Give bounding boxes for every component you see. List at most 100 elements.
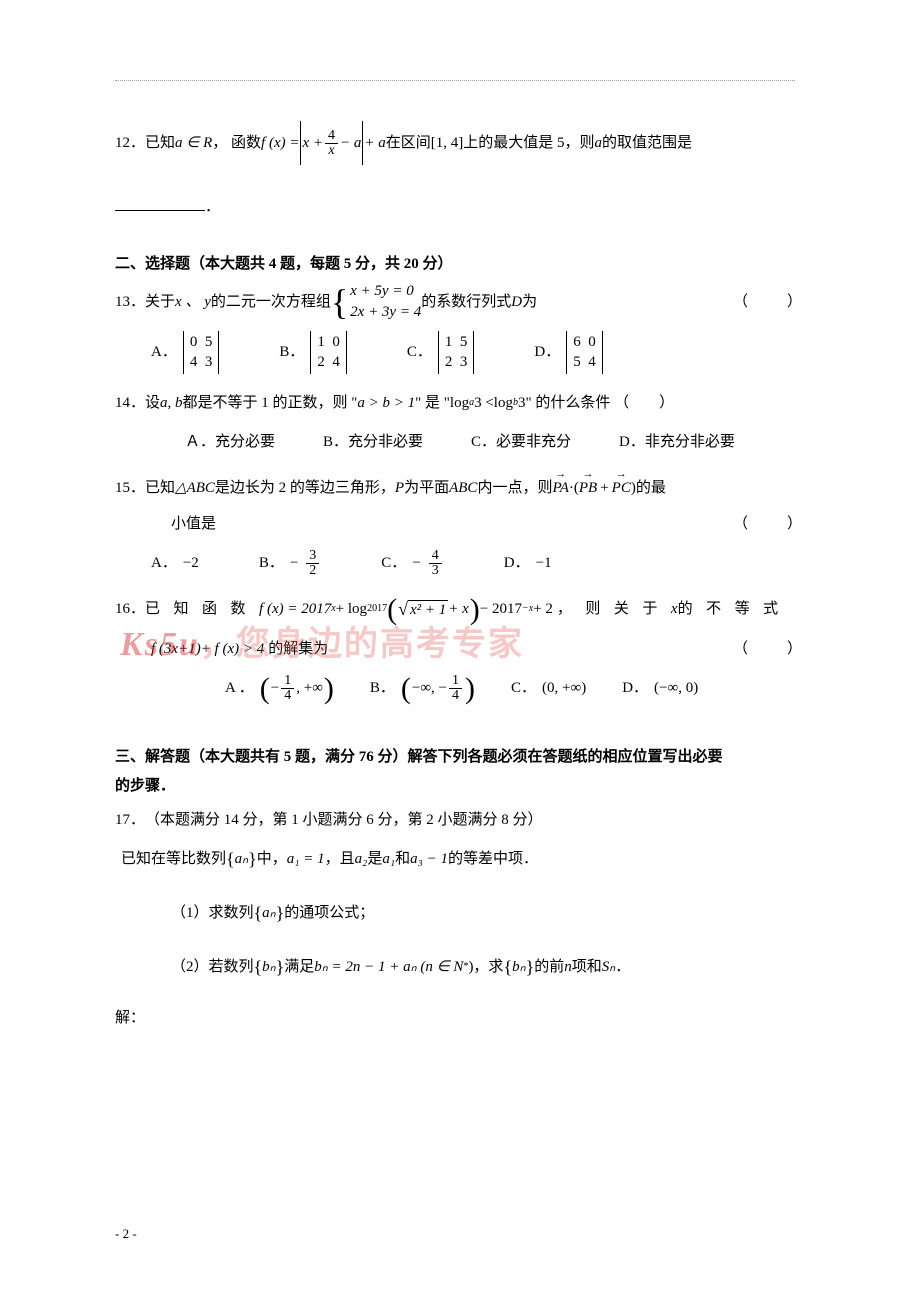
option-B: B． 1 02 4: [279, 331, 347, 374]
sqrt-body: x² + 1: [408, 600, 448, 619]
triangle: △ABC: [175, 473, 215, 503]
q16-text: 的解集为: [268, 634, 328, 664]
q14-text: " 的什么条件 （ ）: [525, 388, 674, 418]
q17-text: 已知在等比数列: [121, 844, 226, 874]
exp: −x: [522, 599, 533, 619]
q12-inner: x +: [302, 127, 323, 160]
q16-text: 的不等式: [678, 594, 792, 624]
log-sub: 2017: [367, 599, 387, 619]
det-row: 0 5: [190, 333, 213, 353]
interval: [1, 4]: [431, 127, 464, 160]
abs-content: x + 4 x − a: [302, 127, 361, 160]
log: log: [494, 388, 513, 418]
q13-text: 的二元一次方程组: [211, 287, 331, 317]
abs-bar: [362, 121, 363, 165]
q14-ab: a, b: [160, 388, 183, 418]
var-x: x: [671, 594, 678, 624]
question-15: 15． 已知 △ABC 是边长为 2 的等边三角形， P 为平面 ABC 内一点…: [115, 473, 805, 580]
determinant: 1 02 4: [310, 331, 347, 374]
option-D: D．非充分非必要: [619, 426, 735, 459]
opt-label: D．: [622, 672, 648, 705]
body: −∞, 0: [659, 680, 693, 696]
log-val: 3: [518, 388, 526, 418]
q15-text: 小值是: [171, 509, 216, 539]
q13-text: 的系数行列式: [421, 287, 511, 317]
brace-icon: {: [503, 949, 512, 985]
log-val: 3 <: [474, 388, 494, 418]
q17-text: 的等差中项．: [448, 844, 538, 874]
interval: ( − 14 , +∞ ): [260, 672, 334, 705]
seq-bn: bₙ: [262, 952, 275, 982]
q12-text: 已知: [145, 127, 175, 160]
brace-icon: {: [331, 288, 348, 317]
determinant: 6 05 4: [566, 331, 603, 374]
option-A: A． 0 54 3: [151, 331, 219, 374]
opt-label: A．: [151, 336, 177, 369]
answer-paren: （ ）: [733, 634, 805, 664]
q15-text: 内一点，则: [477, 473, 552, 503]
q12-aR: a ∈ R: [175, 127, 212, 160]
brace-icon: {: [226, 841, 235, 877]
interval: (−∞, 0): [654, 672, 698, 705]
q12-text: 上的最大值是 5，则: [463, 127, 594, 160]
opt-val: −1: [536, 547, 552, 580]
top-separator: [115, 80, 795, 81]
q16-mid: − 2017: [480, 594, 522, 624]
q16-text: 已知函数: [145, 594, 259, 624]
det-row: 5 4: [573, 353, 596, 373]
frac-num: 3: [306, 549, 319, 564]
q12-fx: f (x) =: [261, 127, 299, 160]
eq1: x + 5y = 0: [350, 281, 421, 302]
q14-cond: a > b > 1: [357, 388, 415, 418]
q15-options: A． −2 B． − 32 C． − 43 D． −1: [151, 547, 805, 580]
frac-num: 4: [325, 129, 338, 144]
frac-den: 3: [429, 564, 442, 578]
frac-den: 4: [281, 689, 294, 703]
var-n: n: [564, 952, 572, 982]
q12-inner2: − a: [340, 127, 361, 160]
frac-den: 4: [449, 689, 462, 703]
q15-text: 是边长为 2 的等边三角形，: [215, 473, 395, 503]
q15-text: 为平面: [404, 473, 449, 503]
log: + log: [336, 594, 367, 624]
a1: a₁ = 1: [287, 844, 325, 874]
q17-text: 的通项公式；: [284, 898, 374, 928]
q17-head: （本题满分 14 分，第 1 小题满分 6 分，第 2 小题满分 8 分）: [145, 805, 543, 835]
q17-text: （1）求数列: [171, 898, 254, 928]
determinant: 1 52 3: [438, 331, 475, 374]
option-C: C． − 43: [381, 547, 443, 580]
frac-num: 1: [449, 674, 462, 689]
seq-bn: bₙ: [512, 952, 525, 982]
frac-den: 2: [306, 564, 319, 578]
option-B: B． − 32: [259, 547, 321, 580]
fraction: 4 x: [325, 129, 338, 158]
option-B: B．充分非必要: [323, 426, 423, 459]
var-D: D: [511, 287, 522, 317]
q12-text: 在区间: [386, 127, 431, 160]
radical-icon: √: [398, 600, 408, 618]
a3-1: a₃ − 1: [410, 844, 448, 874]
inequality: f (3x+1)+ f (x) > 4: [151, 634, 264, 664]
opt-label: B．: [279, 336, 304, 369]
q15-number: 15．: [115, 473, 145, 503]
answer-label: 解：: [115, 1003, 805, 1033]
fraction: 14: [281, 674, 294, 703]
q13-text: 关于: [145, 287, 175, 317]
vector-PA: PA: [552, 473, 568, 503]
plus: +: [600, 473, 608, 503]
body: 0, +∞: [547, 680, 581, 696]
q14-text: " 是 ": [415, 388, 450, 418]
brace-icon: }: [276, 895, 285, 931]
q17-text: 满足: [284, 952, 314, 982]
option-D: D． (−∞, 0): [622, 672, 698, 705]
q12-number: 12．: [115, 127, 145, 160]
option-A: A ． ( − 14 , +∞ ): [225, 672, 334, 705]
interval: ( −∞, − 14 ): [401, 672, 475, 705]
q17-text: 的前: [534, 952, 564, 982]
opt-label: A．: [151, 547, 177, 580]
a2: a₂: [355, 844, 368, 874]
q16-mid: + 2: [533, 594, 553, 624]
option-A: A． −2: [151, 547, 199, 580]
brace-icon: }: [248, 841, 257, 877]
brace-icon: {: [254, 895, 263, 931]
